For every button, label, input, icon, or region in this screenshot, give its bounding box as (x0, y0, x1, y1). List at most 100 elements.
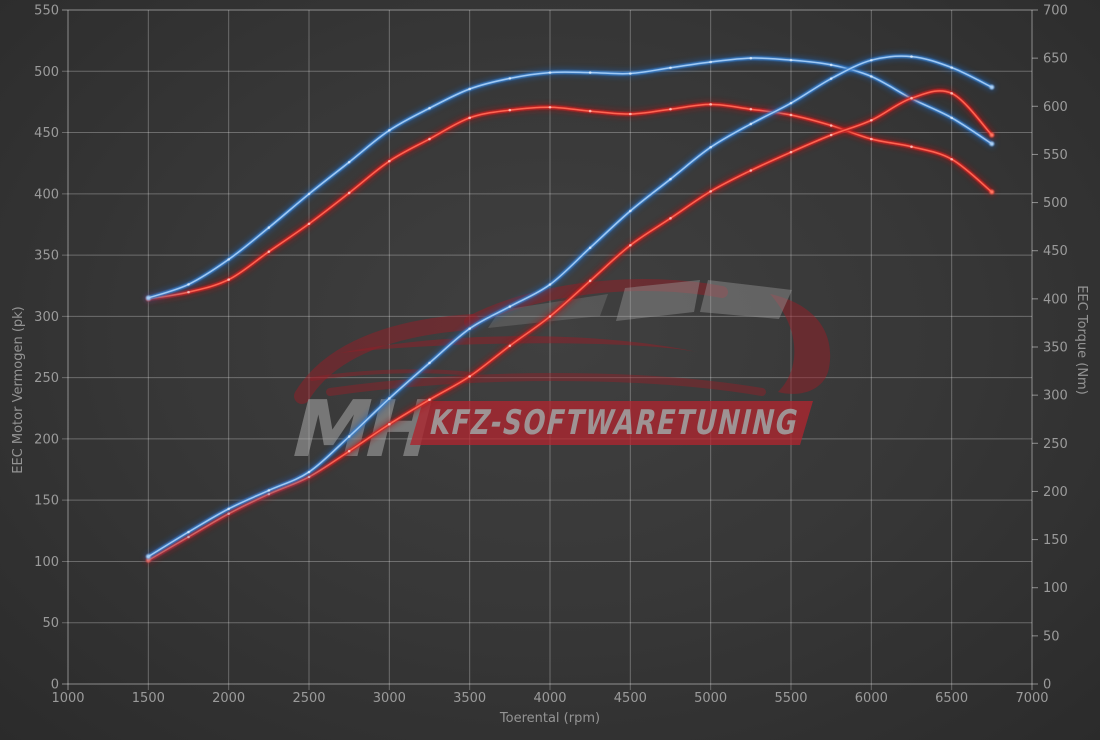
data-point-marker (388, 129, 391, 132)
data-point-marker (870, 118, 873, 122)
y-right-tick-label: 300 (1043, 389, 1068, 404)
x-tick-label: 2500 (292, 691, 325, 706)
data-point-marker (187, 283, 190, 286)
x-tick-label: 1000 (51, 691, 84, 706)
data-point-marker (347, 435, 351, 438)
data-point-marker (829, 124, 833, 127)
data-point-marker (468, 116, 471, 120)
curves (143, 51, 997, 565)
data-point-marker (508, 108, 512, 112)
data-point-marker (669, 217, 672, 220)
x-tick-label: 2000 (212, 691, 245, 706)
data-point-marker (548, 315, 552, 318)
data-point-marker (789, 150, 793, 154)
data-point-marker (789, 101, 793, 105)
y-right-tick-label: 550 (1043, 148, 1068, 163)
data-point-marker (388, 159, 391, 163)
x-tick-label: 6000 (855, 691, 888, 706)
watermark-car-window (616, 280, 700, 321)
data-point-marker (669, 66, 672, 70)
y-right-tick-label: 0 (1043, 678, 1051, 693)
data-point-marker (749, 107, 753, 111)
x-tick-label: 6500 (935, 691, 968, 706)
x-tick-label: 4500 (614, 691, 647, 706)
data-point-marker (870, 75, 873, 78)
data-point-marker (588, 71, 592, 74)
data-point-marker (428, 106, 431, 110)
y-left-tick-label: 550 (34, 4, 59, 19)
data-point-marker (508, 344, 512, 348)
y-right-tick-label: 700 (1043, 4, 1068, 19)
y-left-tick-label: 200 (34, 432, 59, 447)
data-point-marker (548, 283, 552, 286)
data-point-marker (789, 113, 793, 117)
data-point-marker (227, 258, 230, 261)
data-point-marker (468, 375, 471, 378)
data-point-marker (709, 60, 712, 64)
data-point-marker (548, 71, 552, 74)
data-point-marker (347, 160, 351, 164)
data-point-marker (910, 55, 913, 58)
data-point-marker (709, 103, 712, 106)
data-point-marker (347, 191, 351, 195)
y-right-tick-label: 650 (1043, 52, 1068, 67)
data-point-marker (508, 305, 512, 308)
watermark-band-text: KFZ-SOFTWARETUNING (426, 403, 802, 443)
data-point-marker (508, 77, 512, 80)
y-right-tick-label: 350 (1043, 341, 1068, 356)
y-right-tick-label: 500 (1043, 196, 1068, 211)
data-point-marker (588, 109, 592, 113)
data-point-marker (468, 327, 471, 330)
data-point-marker (829, 77, 833, 80)
data-point-marker (749, 56, 753, 60)
data-point-marker (428, 398, 431, 401)
data-point-marker (669, 177, 672, 181)
y-right-tick-label: 250 (1043, 437, 1068, 452)
y-left-tick-label: 450 (34, 126, 59, 141)
data-point-marker (629, 72, 632, 75)
data-point-marker (749, 169, 753, 172)
curve-power-blue (143, 51, 997, 562)
y-left-tick-label: 50 (42, 616, 59, 631)
data-point-marker (307, 222, 311, 226)
data-point-marker (629, 112, 632, 116)
data-point-marker (267, 226, 271, 229)
data-point-marker (870, 137, 873, 141)
data-point-marker (347, 449, 351, 453)
watermark-car-window (700, 280, 792, 319)
data-point-marker (307, 192, 311, 196)
data-point-marker (950, 116, 953, 120)
data-point-marker (950, 66, 953, 69)
axis-ticks: 1000 1500 2000 2500 3000 3500 4000 4500 5000 5500… (34, 4, 1068, 707)
y-left-tick-label: 350 (34, 249, 59, 264)
data-point-marker (950, 92, 953, 95)
y-right-tick-label: 150 (1043, 533, 1068, 548)
data-point-marker (428, 137, 431, 141)
data-point-marker (307, 470, 311, 474)
y-left-tick-label: 0 (51, 678, 59, 693)
y-right-tick-label: 600 (1043, 100, 1068, 115)
data-point-marker (749, 122, 753, 126)
data-point-marker (548, 105, 552, 109)
x-tick-label: 1500 (132, 691, 165, 706)
data-point-marker (428, 361, 431, 365)
data-point-marker (588, 279, 592, 283)
data-point-marker (629, 243, 632, 247)
x-tick-label: 5000 (694, 691, 727, 706)
data-point-marker (227, 278, 230, 281)
x-tick-label: 7000 (1015, 691, 1048, 706)
data-point-marker (669, 107, 672, 111)
x-tick-label: 5500 (774, 691, 807, 706)
data-point-marker (910, 145, 913, 149)
data-point-marker (910, 96, 913, 100)
data-point-marker (709, 145, 712, 149)
data-point-marker (789, 58, 793, 62)
data-point-marker (388, 397, 391, 400)
data-point-marker (227, 507, 230, 511)
x-axis-title: Toerental (rpm) (499, 711, 600, 726)
watermark-band (410, 401, 813, 445)
y-left-tick-label: 400 (34, 187, 59, 202)
y-left-tick-label: 250 (34, 371, 59, 386)
data-point-marker (388, 422, 391, 426)
